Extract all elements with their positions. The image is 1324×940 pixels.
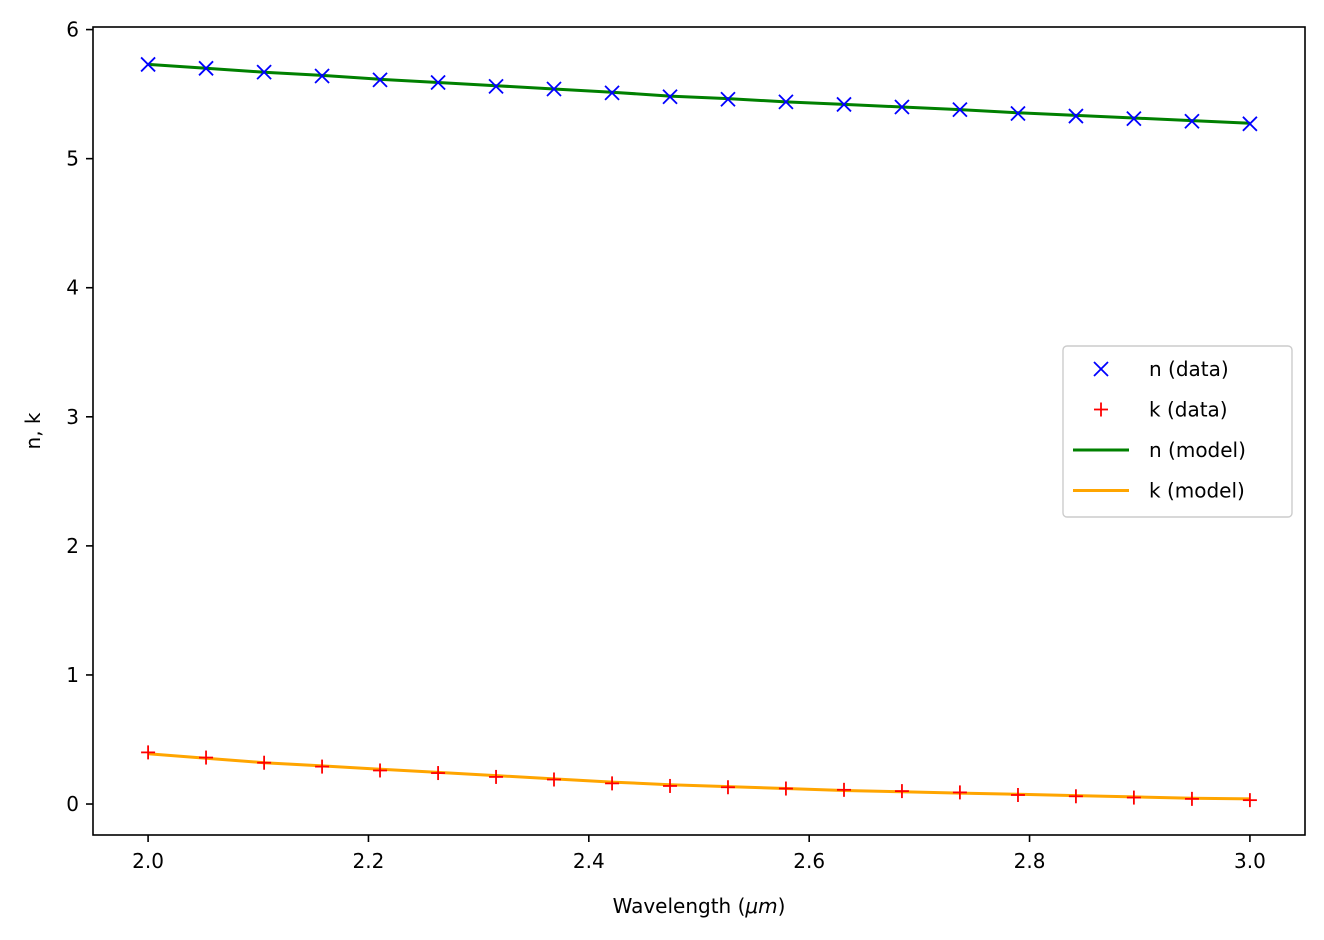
x-axis-label: Wavelength (μm) (613, 894, 786, 918)
x-tick-label: 3.0 (1234, 849, 1266, 873)
x-tick-label: 2.2 (353, 849, 385, 873)
data-point (1184, 113, 1200, 129)
y-tick-label: 4 (66, 276, 79, 300)
data-point (720, 91, 736, 107)
data-point (314, 68, 330, 84)
axes-frame (92, 26, 1306, 836)
data-point (488, 78, 504, 95)
data-point (199, 750, 214, 765)
data-point (952, 785, 967, 800)
data-point (431, 766, 446, 781)
data-point (547, 772, 562, 787)
legend-marker-swatch (1094, 402, 1108, 417)
data-point (720, 780, 735, 795)
x-tick-label: 2.6 (793, 849, 825, 873)
legend-label: k (data) (1149, 398, 1228, 422)
series-layer (140, 56, 1258, 808)
legend-box (1062, 345, 1293, 518)
data-point (778, 781, 793, 796)
y-tick-label: 0 (66, 792, 79, 816)
data-point (1068, 108, 1084, 124)
data-point (257, 755, 272, 770)
data-point (489, 769, 504, 784)
data-point (1068, 789, 1083, 804)
data-point (1242, 793, 1257, 808)
legend: n (data) k (data) n (model) k (model) (1062, 345, 1293, 518)
legend-item: n (data) (1093, 357, 1229, 381)
legend-item: k (data) (1094, 398, 1228, 422)
series-line-k-model- (147, 752, 1250, 801)
data-point (256, 64, 272, 80)
data-point (315, 759, 330, 774)
y-ticks: 0 1 2 3 4 5 6 (66, 18, 93, 816)
data-point (836, 96, 852, 113)
data-point (604, 85, 620, 101)
data-point (1242, 116, 1258, 132)
data-point (1184, 791, 1199, 806)
series-line-n-model- (147, 62, 1250, 125)
y-tick-label: 6 (66, 18, 79, 42)
data-point (1126, 111, 1142, 127)
data-point (141, 745, 156, 760)
y-tick-label: 3 (66, 405, 79, 429)
legend-item: n (model) (1073, 438, 1246, 462)
data-point (663, 778, 678, 793)
x-tick-label: 2.8 (1014, 849, 1046, 873)
data-point (894, 784, 909, 799)
data-point (952, 101, 968, 118)
legend-label: k (model) (1149, 479, 1245, 503)
legend-label: n (model) (1149, 438, 1246, 462)
data-point (372, 72, 388, 88)
y-tick-label: 1 (66, 663, 79, 687)
y-tick-label: 5 (66, 147, 79, 171)
data-point (430, 74, 446, 91)
data-point (1010, 787, 1025, 802)
x-tick-label: 2.0 (132, 849, 164, 873)
data-point (605, 776, 620, 791)
data-point (140, 56, 156, 73)
plot-frame (92, 26, 1306, 836)
data-point (373, 763, 388, 778)
data-point (836, 782, 851, 797)
legend-marker-swatch (1093, 361, 1109, 377)
y-axis-label: n, k (21, 412, 45, 449)
legend-label: n (data) (1149, 357, 1229, 381)
data-point (778, 94, 794, 110)
data-point (1010, 105, 1026, 122)
data-point (894, 99, 910, 115)
data-point (546, 81, 562, 97)
data-point (198, 60, 214, 76)
legend-item: k (model) (1073, 479, 1245, 503)
y-tick-label: 2 (66, 534, 79, 558)
data-point (1126, 790, 1141, 805)
data-point (662, 89, 678, 105)
x-tick-label: 2.4 (573, 849, 605, 873)
x-ticks: 2.0 2.2 2.4 2.6 2.8 3.0 (132, 835, 1266, 873)
